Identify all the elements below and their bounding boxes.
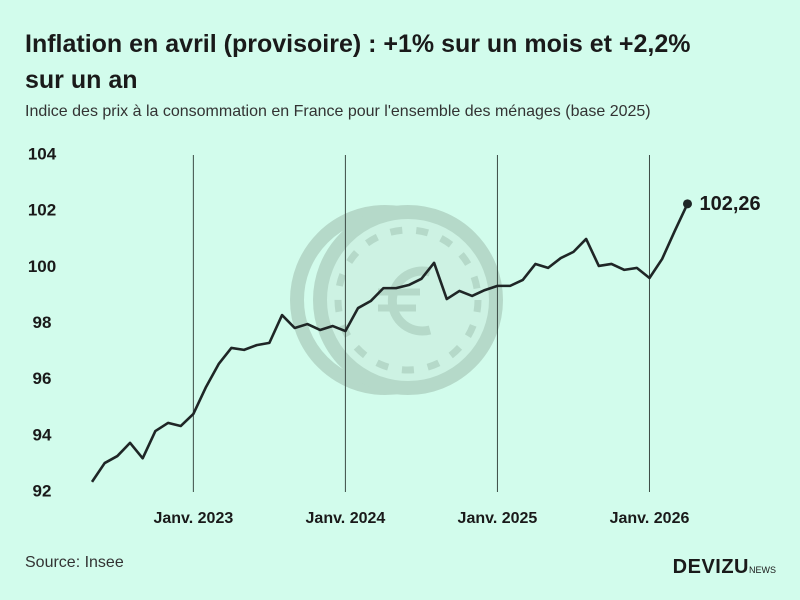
data-label: 102,26 (699, 193, 760, 215)
x-tick-label: Janv. 2023 (153, 510, 233, 527)
x-tick-label: Janv. 2024 (306, 510, 386, 527)
source: Source: Insee (25, 554, 124, 571)
y-tick-label: 92 (33, 481, 52, 500)
line (90, 203, 689, 483)
chart-subtitle: Indice des prix à la consommation en Fra… (25, 103, 651, 120)
brand-suffix: NEWS (749, 565, 776, 575)
x-tick-label: Janv. 2026 (610, 510, 690, 527)
chart-title: Inflation en avril (provisoire) : +1% su… (25, 30, 691, 94)
y-tick-label: 96 (33, 369, 52, 388)
x-tick-label: Janv. 2025 (458, 510, 538, 527)
brand-logo: DEVIZUNEWS (673, 556, 776, 579)
euro-coin-watermark (290, 205, 503, 395)
end-point (682, 199, 692, 209)
y-tick-label: 98 (33, 313, 52, 332)
y-tick-label: 100 (28, 257, 56, 276)
y-tick-label: 102 (28, 201, 56, 220)
brand-name: DEVIZU (672, 556, 749, 578)
y-tick-label: 104 (28, 144, 57, 163)
y-tick-label: 94 (33, 425, 52, 444)
